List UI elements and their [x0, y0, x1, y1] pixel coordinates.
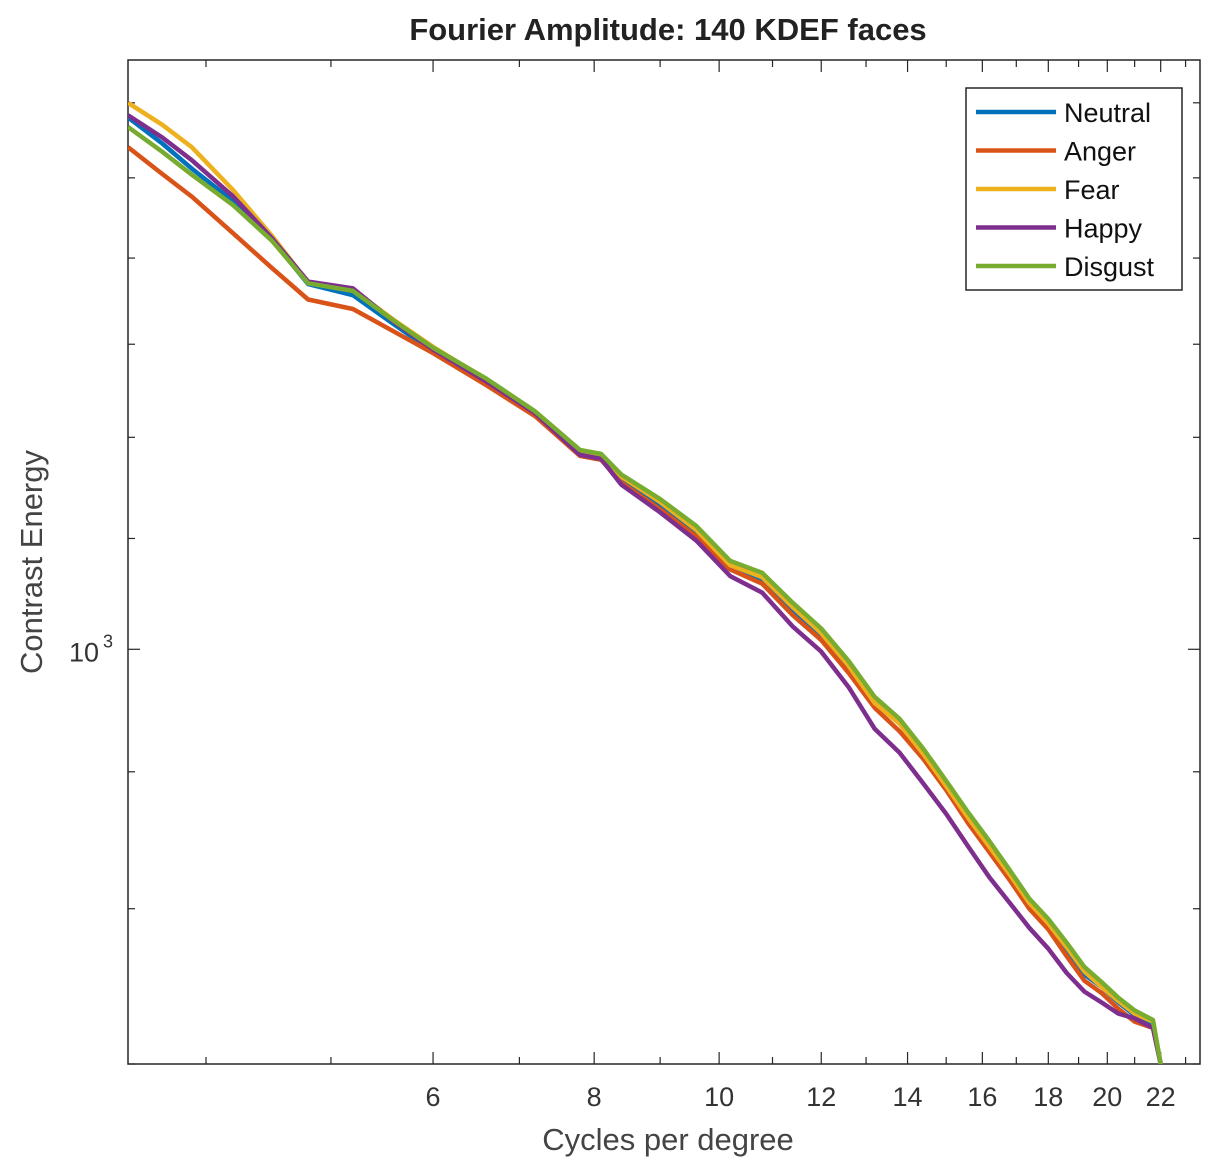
- y-tick-label-exponent: 3: [103, 631, 113, 651]
- x-tick-label: 6: [426, 1082, 441, 1112]
- x-tick-label: 10: [704, 1082, 734, 1112]
- legend-label-anger: Anger: [1064, 137, 1136, 167]
- x-tick-label: 14: [893, 1082, 923, 1112]
- legend-label-fear: Fear: [1064, 175, 1120, 205]
- series-line-disgust: [128, 125, 1163, 1064]
- y-tick-label: 10: [69, 637, 99, 667]
- y-axis-label: Contrast Energy: [14, 450, 49, 674]
- legend: Neutral Anger Fear Happy Disgust: [965, 87, 1183, 291]
- series-line-anger: [128, 145, 1163, 1064]
- axis-ticks: [128, 60, 1200, 1065]
- series-layer: [128, 100, 1163, 1064]
- legend-label-disgust: Disgust: [1064, 252, 1155, 282]
- x-tick-label: 18: [1033, 1082, 1063, 1112]
- x-tick-label: 20: [1092, 1082, 1122, 1112]
- legend-label-happy: Happy: [1064, 214, 1143, 244]
- x-axis-label: Cycles per degree: [542, 1122, 794, 1157]
- legend-label-neutral: Neutral: [1064, 98, 1151, 128]
- x-tick-label: 22: [1146, 1082, 1176, 1112]
- x-tick-label: 12: [806, 1082, 836, 1112]
- x-tick-label: 16: [967, 1082, 997, 1112]
- x-tick-labels: 6 8 10 12 14 16 18 20 22: [426, 1082, 1176, 1112]
- x-tick-label: 8: [587, 1082, 602, 1112]
- y-tick-labels: 10 3: [69, 631, 113, 667]
- chart-title: Fourier Amplitude: 140 KDEF faces: [409, 12, 926, 47]
